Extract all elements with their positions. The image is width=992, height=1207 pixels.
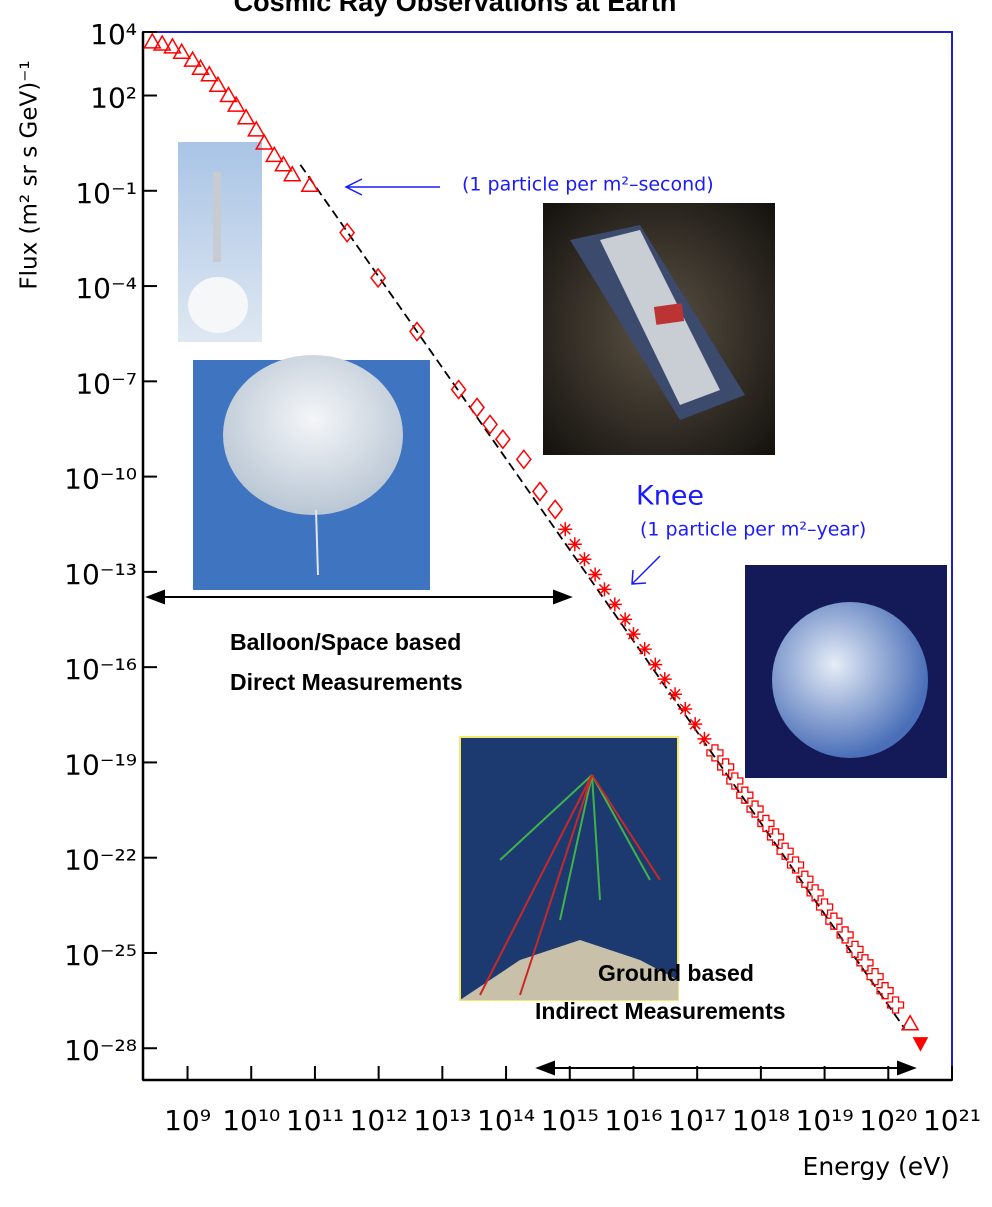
- data-point: [284, 167, 300, 181]
- data-point: [210, 77, 226, 91]
- data-point: [913, 1038, 927, 1051]
- data-point: [678, 702, 692, 716]
- x-tick-label: 10⁹: [164, 1104, 211, 1137]
- annotation: (1 particle per m²–second): [462, 174, 714, 196]
- annotation: Knee: [636, 481, 704, 512]
- earth-photo: [745, 565, 947, 778]
- y-tick-label: 10⁻²⁸: [64, 1034, 137, 1067]
- x-tick-label: 10¹⁵: [541, 1104, 599, 1137]
- y-tick-label: 10⁻¹⁹: [64, 748, 137, 781]
- y-tick-label: 10⁴: [90, 18, 137, 51]
- x-tick-label: 10¹⁰: [222, 1104, 280, 1137]
- data-point: [275, 157, 291, 171]
- x-tick-label: 10²⁰: [859, 1104, 917, 1137]
- data-point: [747, 801, 763, 817]
- data-point: [533, 482, 547, 500]
- annotation: Ground based: [598, 960, 754, 986]
- y-tick-label: 10²: [90, 82, 137, 115]
- data-point: [688, 717, 702, 731]
- data-point: [568, 537, 582, 551]
- y-tick-label: 10⁻¹⁰: [64, 463, 137, 496]
- data-point: [483, 415, 497, 433]
- data-point: [144, 34, 160, 48]
- data-point: [618, 612, 632, 626]
- x-tick-label: 10¹⁷: [668, 1104, 726, 1137]
- x-tick-label: 10¹⁹: [796, 1104, 854, 1137]
- data-point: [228, 97, 244, 111]
- data-point: [517, 450, 531, 468]
- x-tick-label: 10¹⁸: [732, 1104, 790, 1137]
- y-tick-label: 10⁻⁷: [75, 367, 137, 400]
- rocket-photo: [178, 142, 262, 342]
- data-point: [867, 969, 883, 985]
- data-point: [697, 732, 711, 746]
- data-point: [597, 582, 611, 596]
- y-tick-label: 10⁻¹: [75, 177, 137, 210]
- data-point: [877, 983, 893, 999]
- chart-title: Cosmic Ray Observations at Earth: [234, 0, 677, 17]
- data-point: [668, 687, 682, 701]
- x-axis-label: Energy (eV): [803, 1152, 950, 1181]
- y-axis-label: Flux (m² sr s GeV)⁻¹: [17, 60, 43, 289]
- data-point: [658, 672, 672, 686]
- data-point: [888, 997, 904, 1013]
- data-point: [707, 745, 723, 761]
- x-tick-label: 10¹⁶: [604, 1104, 662, 1137]
- balloon-photo: [193, 355, 430, 590]
- data-point: [648, 658, 662, 672]
- x-tick-label: 10¹⁴: [477, 1104, 535, 1137]
- x-tick-label: 10¹²: [350, 1104, 408, 1137]
- x-tick-label: 10¹³: [413, 1104, 471, 1137]
- data-point: [548, 500, 562, 518]
- annotation: Direct Measurements: [230, 669, 463, 695]
- chart: Cosmic Ray Observations at Earth Flux (m…: [0, 0, 992, 1207]
- annotation: Indirect Measurements: [535, 998, 786, 1024]
- y-tick-label: 10⁻²²: [64, 844, 137, 877]
- data-point: [496, 430, 510, 448]
- data-point: [626, 627, 640, 641]
- satellite-photo: [543, 203, 775, 455]
- x-tick-label: 10¹¹: [286, 1104, 344, 1137]
- y-tick-label: 10⁻¹⁶: [64, 653, 137, 686]
- y-tick-label: 10⁻⁴: [75, 272, 137, 305]
- data-point: [558, 522, 572, 536]
- data-point: [638, 642, 652, 656]
- data-point: [608, 597, 622, 611]
- data-point: [577, 552, 591, 566]
- annotation: Balloon/Space based: [230, 629, 461, 655]
- x-tick-label: 10²¹: [923, 1104, 981, 1137]
- y-tick-label: 10⁻¹³: [64, 558, 137, 591]
- y-tick-label: 10⁻²⁵: [64, 939, 137, 972]
- annotation: (1 particle per m²–year): [640, 519, 866, 541]
- data-point: [588, 567, 602, 581]
- data-point: [470, 398, 484, 416]
